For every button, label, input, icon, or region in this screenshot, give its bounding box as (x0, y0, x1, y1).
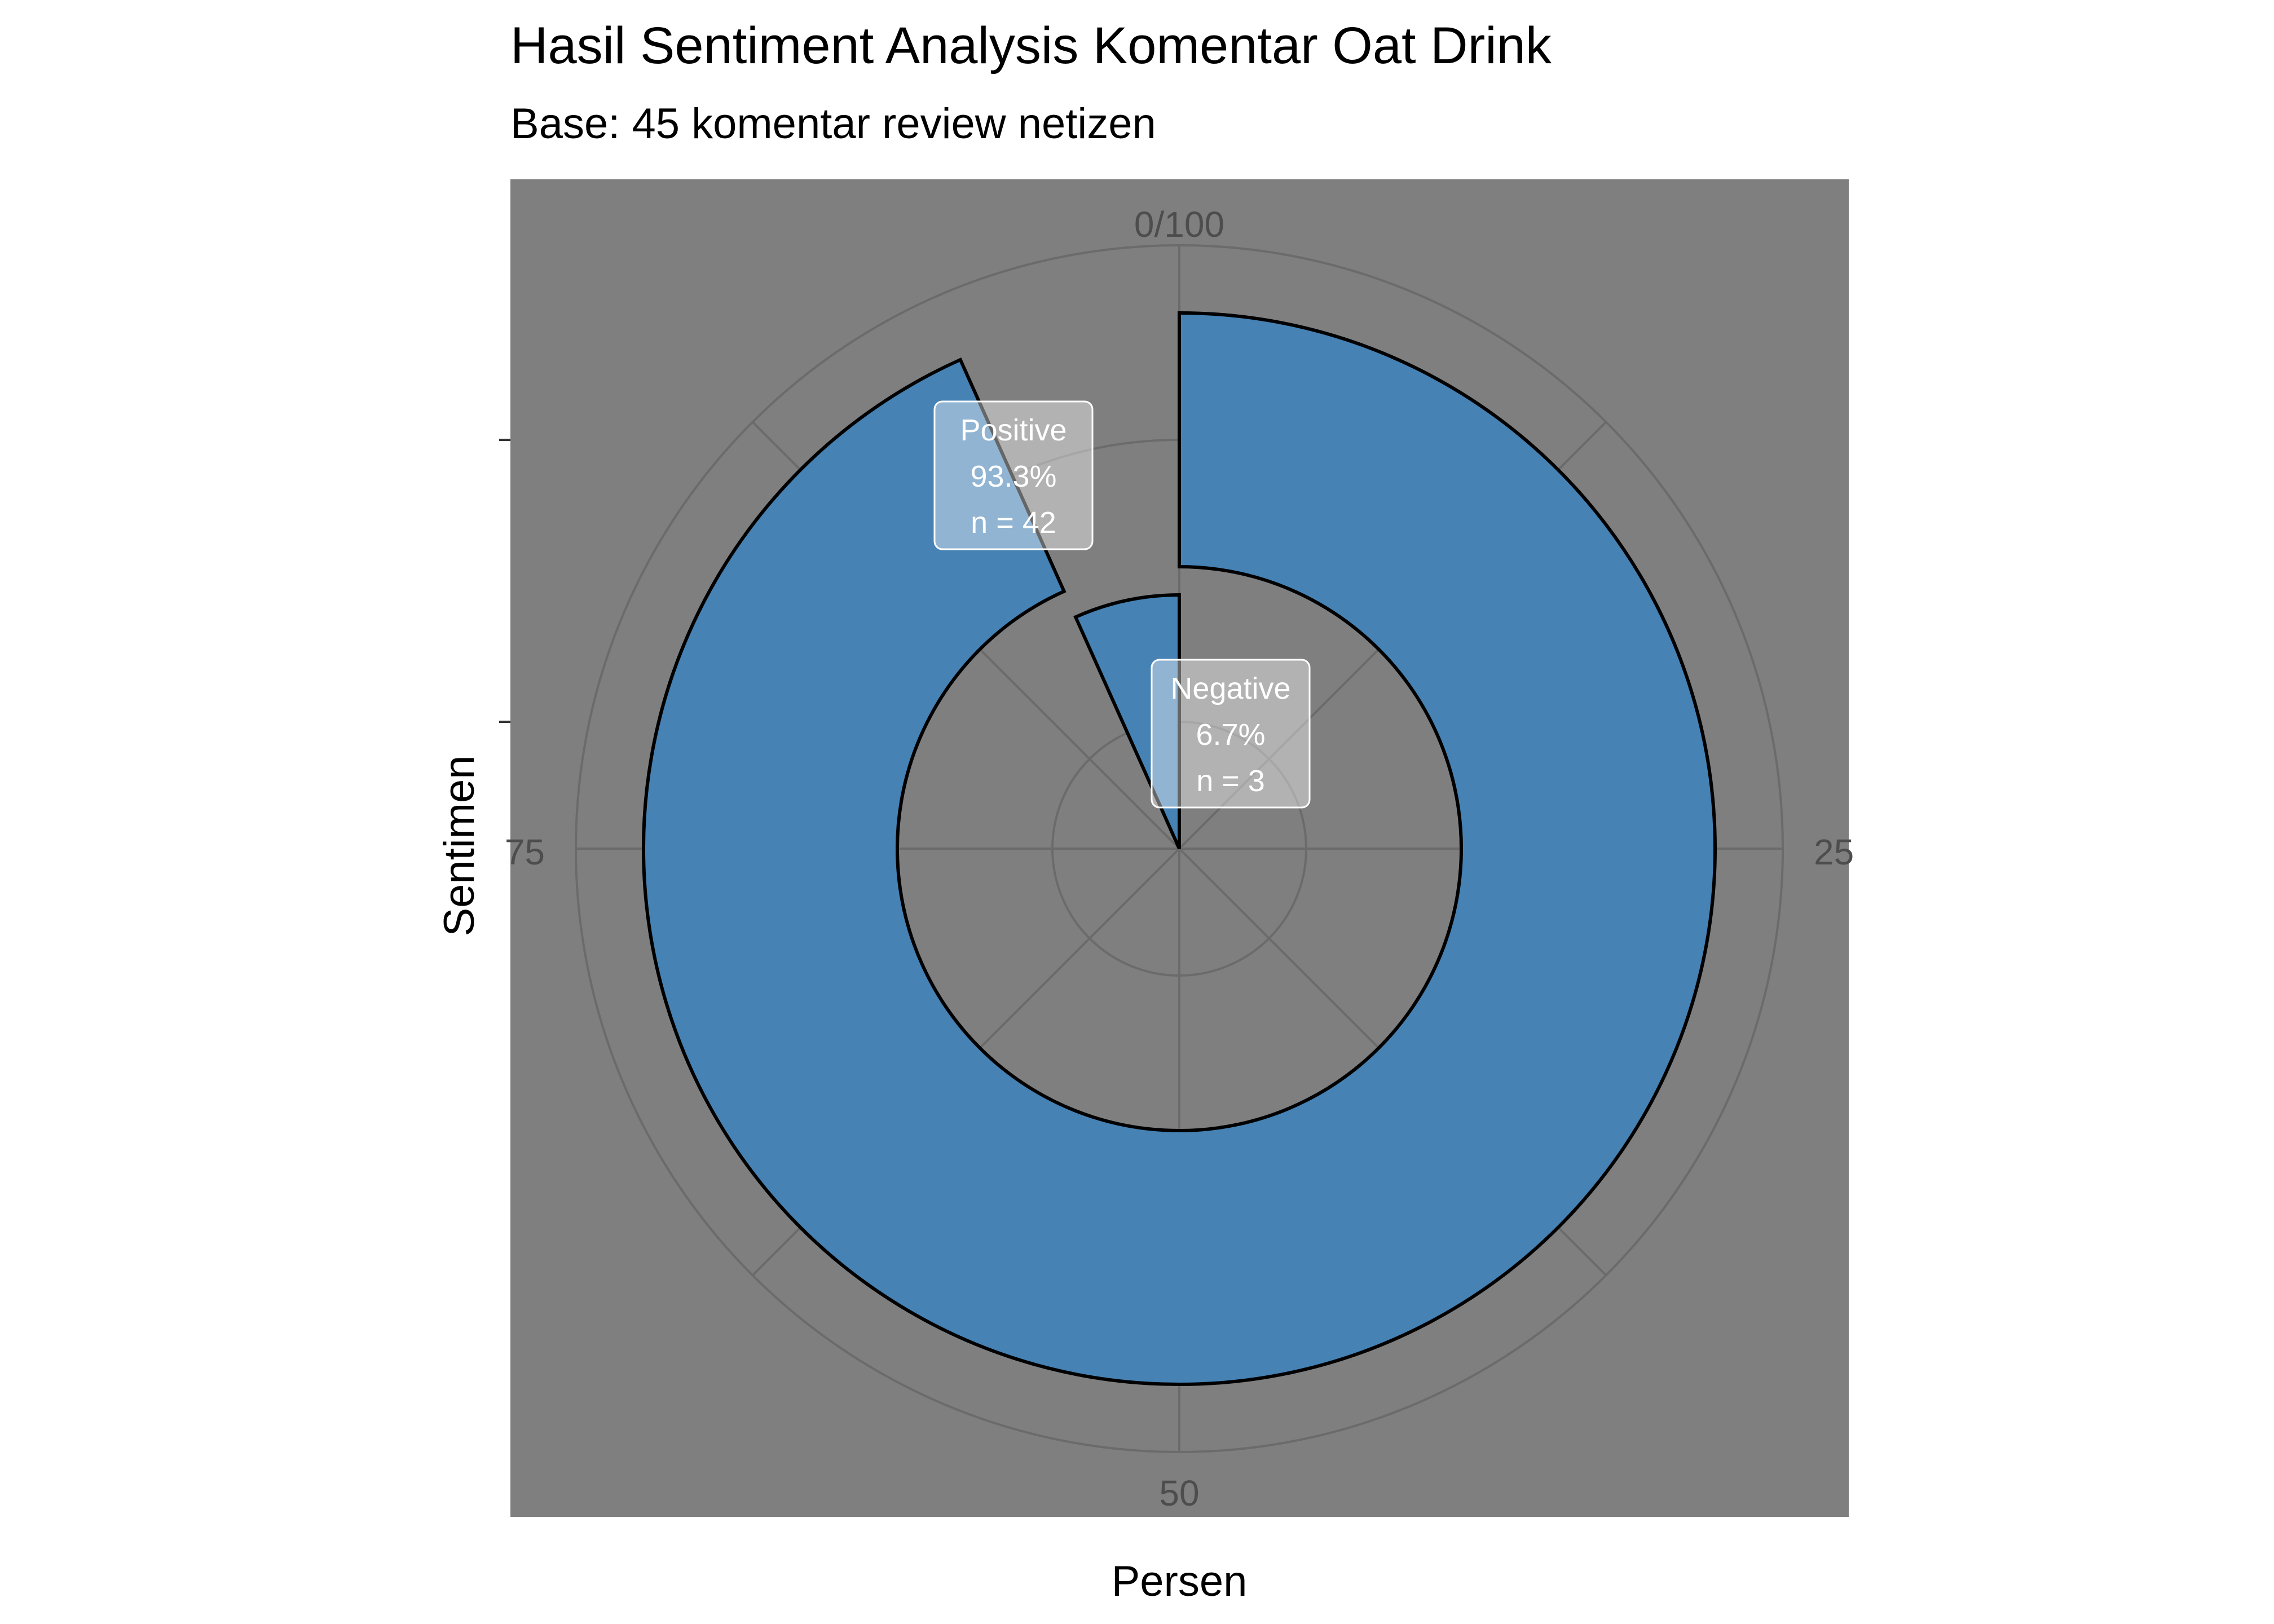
slice-positive (642, 311, 1717, 1386)
chart-title: Hasil Sentiment Analysis Komentar Oat Dr… (510, 17, 1552, 74)
label-line-2: n = 3 (1196, 764, 1265, 798)
angle-ticks: 0/100 25 50 75 (505, 204, 1854, 1513)
label-line-1: 93.3% (970, 460, 1056, 493)
label-line-1: 6.7% (1196, 718, 1265, 752)
label-box (933, 400, 1094, 550)
x-axis-label: Persen (1112, 1557, 1248, 1605)
bar-layer (642, 311, 1717, 1386)
label-negative: Negative 6.7% n = 3 (1151, 659, 1311, 809)
angle-tick-1: 25 (1814, 832, 1854, 872)
label-box (1151, 659, 1311, 809)
chart-subtitle: Base: 45 komentar review netizen (510, 100, 1156, 148)
y-axis-label: Sentimen (435, 755, 483, 936)
label-line-0: Negative (1170, 672, 1290, 705)
slice-labels: Positive 93.3% n = 42 Negative 6.7% n = 3 (933, 400, 1311, 809)
angle-tick-2: 50 (1159, 1473, 1199, 1513)
label-line-0: Positive (960, 413, 1067, 447)
slice-negative (1073, 593, 1181, 850)
label-positive: Positive 93.3% n = 42 (933, 400, 1094, 550)
label-line-2: n = 42 (971, 506, 1056, 540)
angle-tick-0: 0/100 (1134, 204, 1224, 245)
angle-tick-3: 75 (505, 832, 545, 872)
